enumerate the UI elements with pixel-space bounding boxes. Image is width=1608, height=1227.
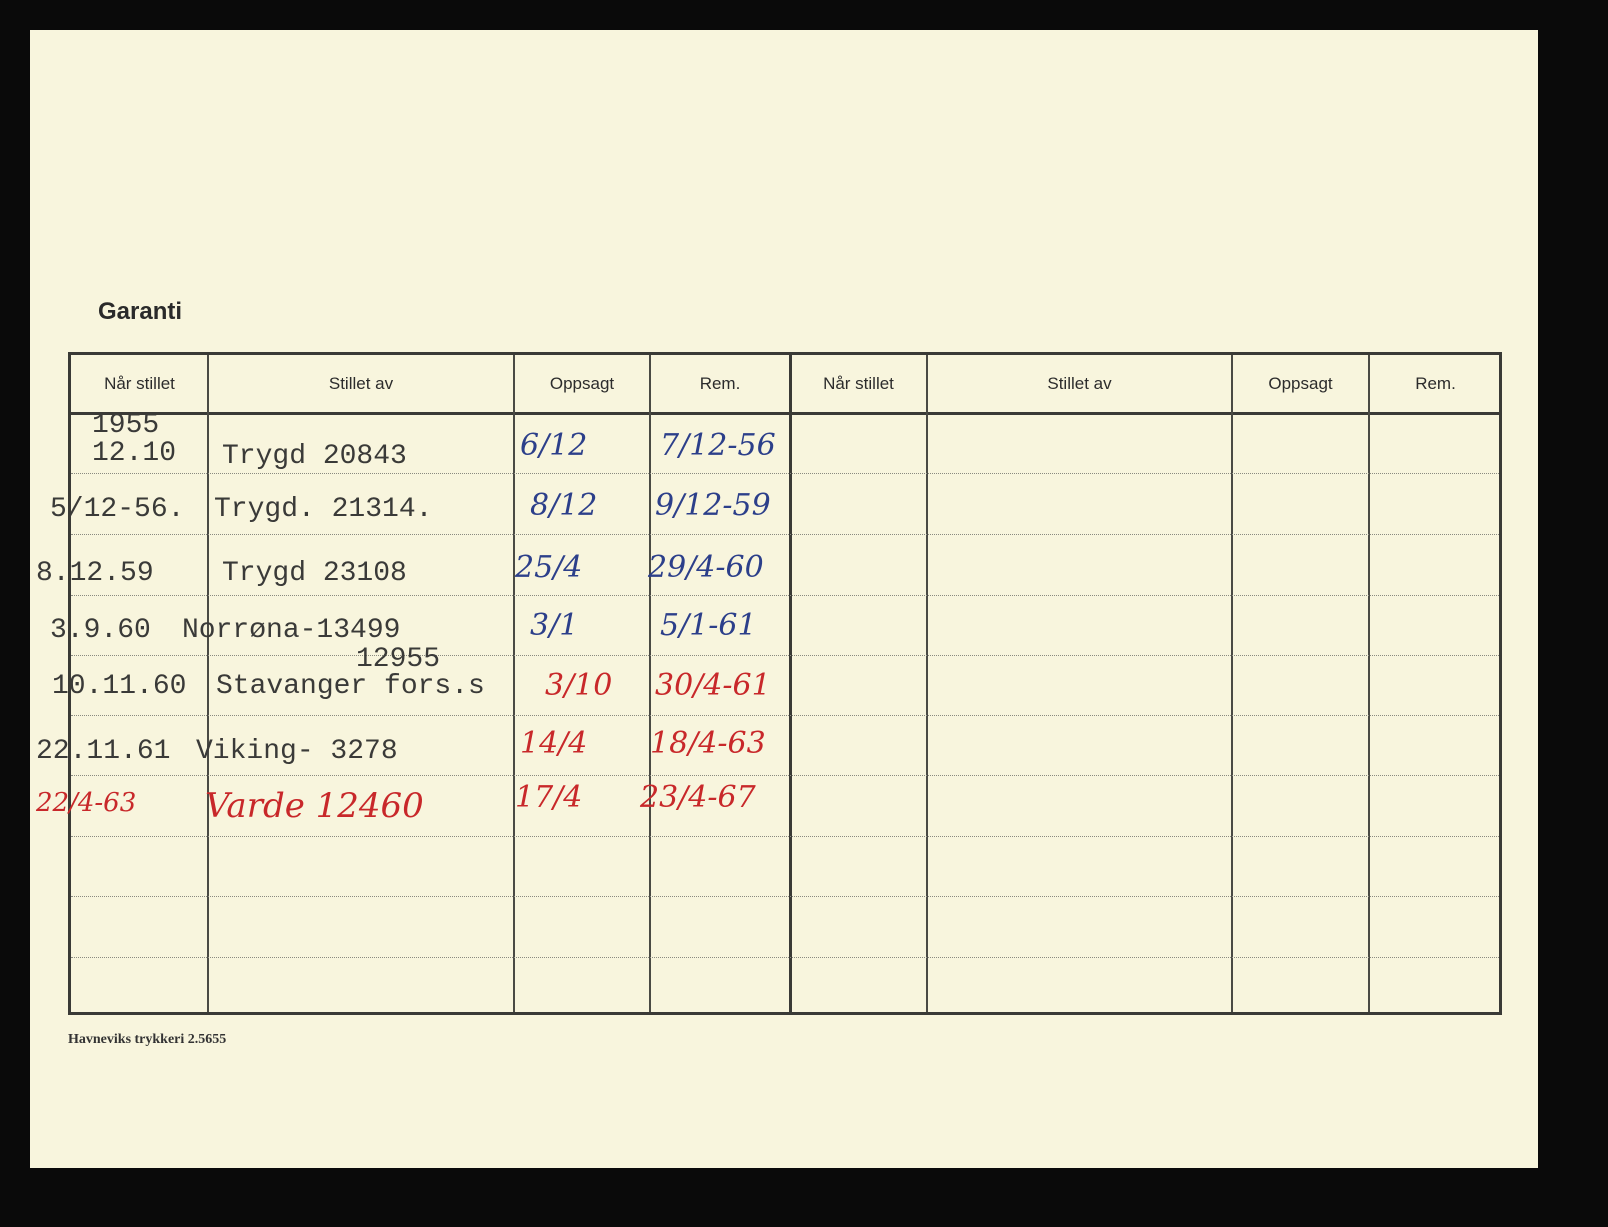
row-2-rem: 9/12-59 [655,488,771,523]
row-1-oppsagt: 6/12 [520,428,588,463]
row-1-nar-stillet: 1955 12.10 [92,410,177,469]
row-6-oppsagt: 14/4 [520,726,588,761]
row-3-rem: 29/4-60 [648,550,764,585]
row-line [71,896,1499,897]
row-5-stillet-av: Stavanger fors.s [216,671,485,702]
header-nar-stillet-2: Når stillet [823,373,894,393]
column-divider [789,355,792,1012]
row-1-rem: 7/12-56 [660,428,776,463]
row-7-rem: 23/4-67 [640,780,756,815]
row-1-stillet-av: Trygd 20843 [222,441,407,472]
header-stillet-av: Stillet av [328,373,394,393]
row-7-stillet-av: Varde 12460 [205,786,424,826]
section-title: Garanti [98,298,183,325]
row-4-rem: 5/1-61 [660,608,757,643]
row-4-oppsagt: 3/1 [530,608,579,643]
row-line [71,836,1499,837]
row-line [71,957,1499,958]
row-3-oppsagt: 25/4 [515,550,583,585]
row-3-stillet-av: Trygd 23108 [222,558,407,589]
header-oppsagt: Oppsagt [549,373,615,393]
header-rem-2: Rem. [1415,373,1456,393]
header-nar-stillet: Når stillet [104,373,175,393]
row-7-oppsagt: 17/4 [515,780,583,815]
header-oppsagt-2: Oppsagt [1268,373,1333,393]
row-5-oppsagt: 3/10 [545,668,613,703]
row-6-rem: 18/4-63 [650,726,766,761]
row-5-stillet-av-note: 12955 [356,644,441,675]
column-divider [649,355,651,1012]
row-line [71,534,1499,535]
row-4-stillet-av: Norrøna-13499 [182,615,401,646]
printer-imprint: Havneviks trykkeri 2.5655 [68,1032,227,1047]
garanti-card [30,30,1538,1168]
row-2-stillet-av: Trygd. 21314. [214,494,433,525]
row-5-nar-stillet: 10.11.60 [52,671,187,702]
column-divider [926,355,928,1012]
row-4-nar-stillet: 3.9.60 [50,615,151,646]
column-divider [207,355,209,1012]
row-line [71,655,1499,656]
row-line [71,473,1499,474]
column-divider [1231,355,1233,1012]
row-6-stillet-av: Viking- 3278 [196,736,398,767]
row-3-nar-stillet: 8.12.59 [36,558,154,589]
row-6-nar-stillet: 22.11.61 [36,736,171,767]
garanti-table: Når stillet Stillet av Oppsagt Rem. Når … [68,352,1502,1015]
header-rem: Rem. [699,373,741,393]
table-header: Når stillet Stillet av Oppsagt Rem. Når … [71,355,1499,415]
column-divider [513,355,515,1012]
row-line [71,595,1499,596]
row-2-nar-stillet: 5/12-56. [50,494,185,525]
row-2-oppsagt: 8/12 [530,488,598,523]
row-5-rem: 30/4-61 [655,668,771,703]
row-7-nar-stillet: 22/4-63 [36,788,137,818]
column-divider [1368,355,1370,1012]
row-line [71,775,1499,776]
row-line [71,715,1499,716]
header-stillet-av-2: Stillet av [1047,373,1112,393]
